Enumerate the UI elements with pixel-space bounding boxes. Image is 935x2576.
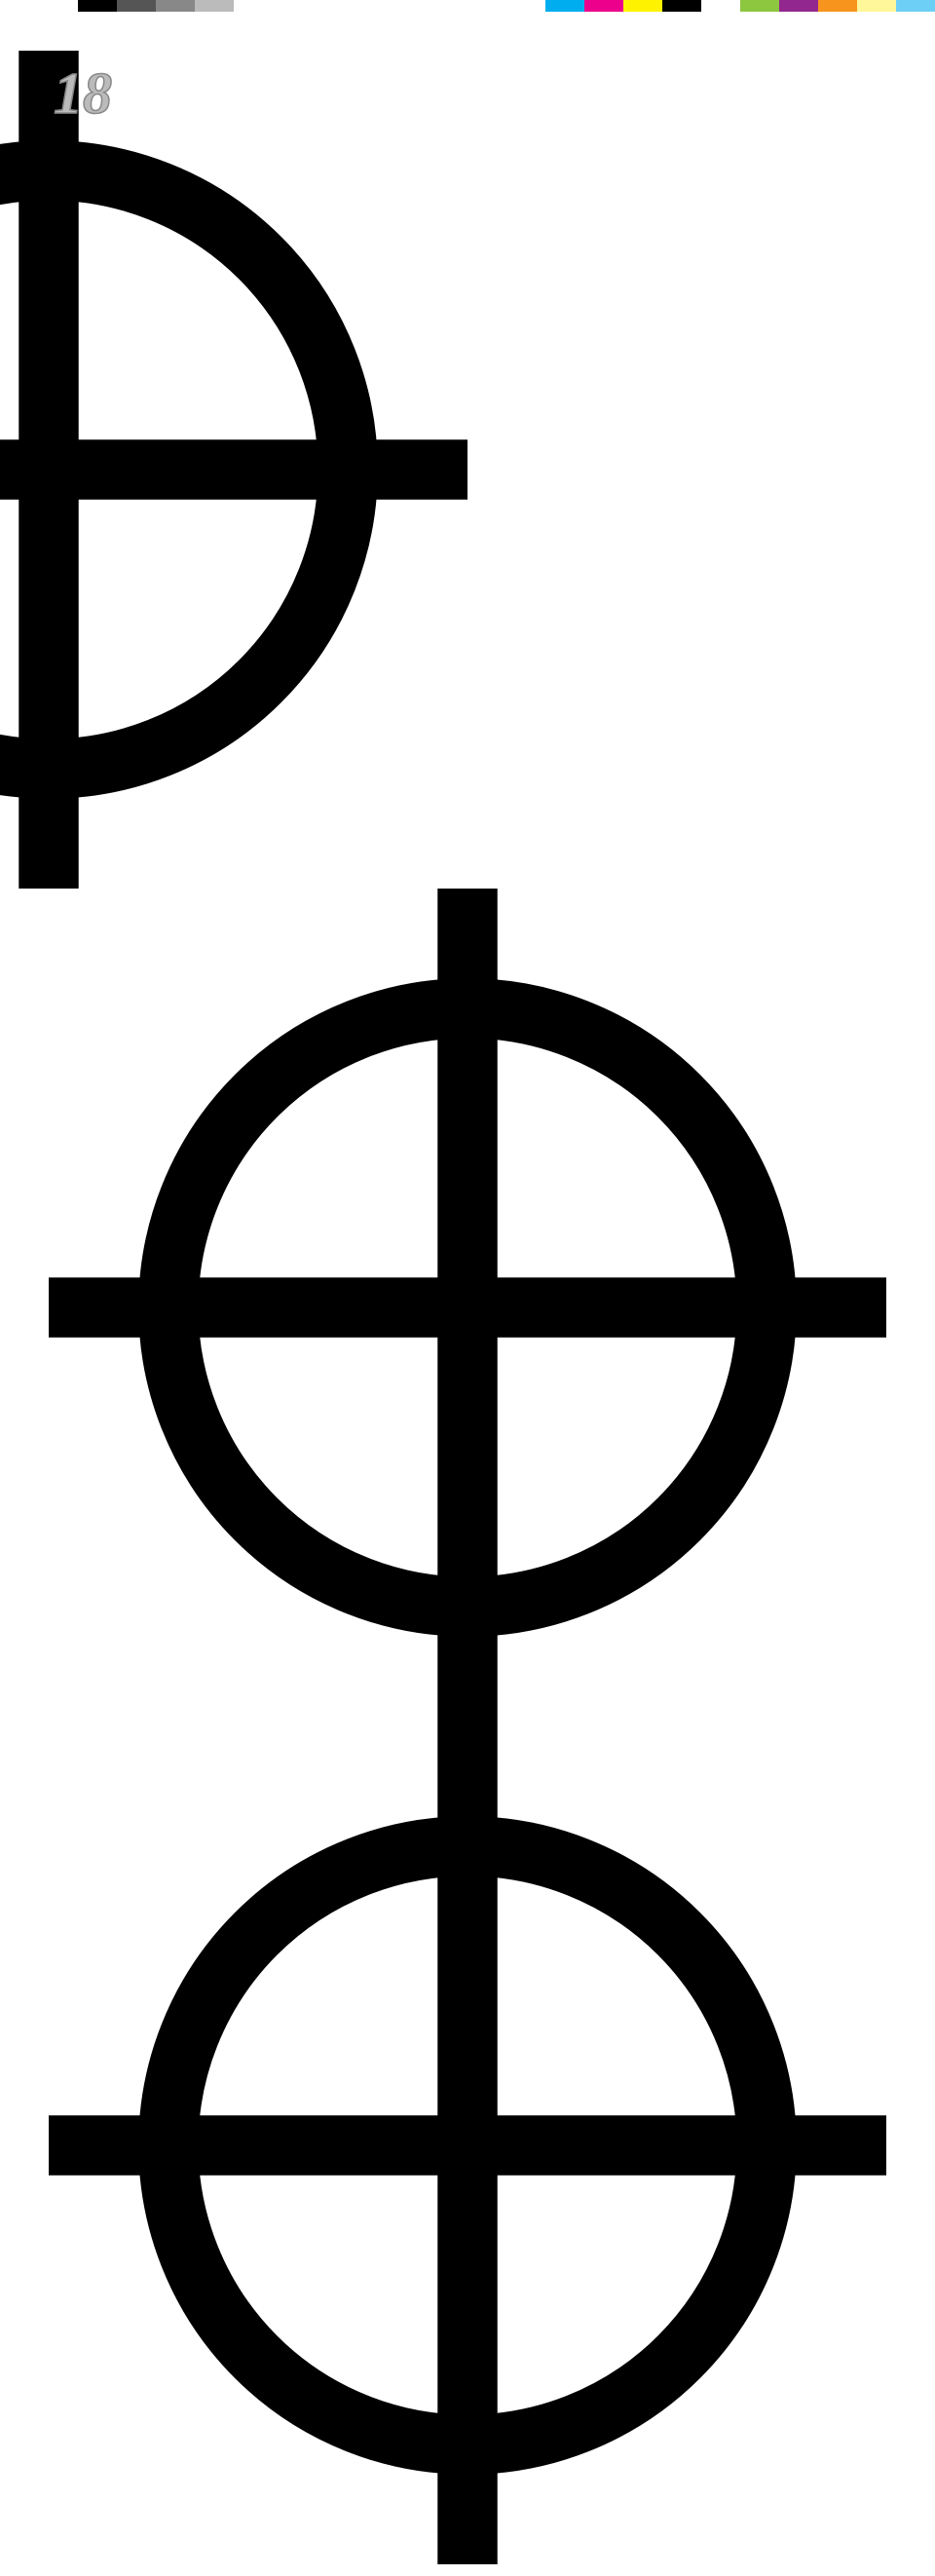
registration-mark-top <box>0 51 468 889</box>
page-number: 18 <box>54 60 112 128</box>
main-title: Belszíni fejtés <box>49 2574 886 2576</box>
registration-mark-left <box>49 889 886 1726</box>
registration-mark-right <box>49 1726 886 2564</box>
page: 18 Belszíni fejtés Rejtvény! Ma egy kis … <box>0 12 935 2576</box>
color-bar <box>0 0 935 12</box>
